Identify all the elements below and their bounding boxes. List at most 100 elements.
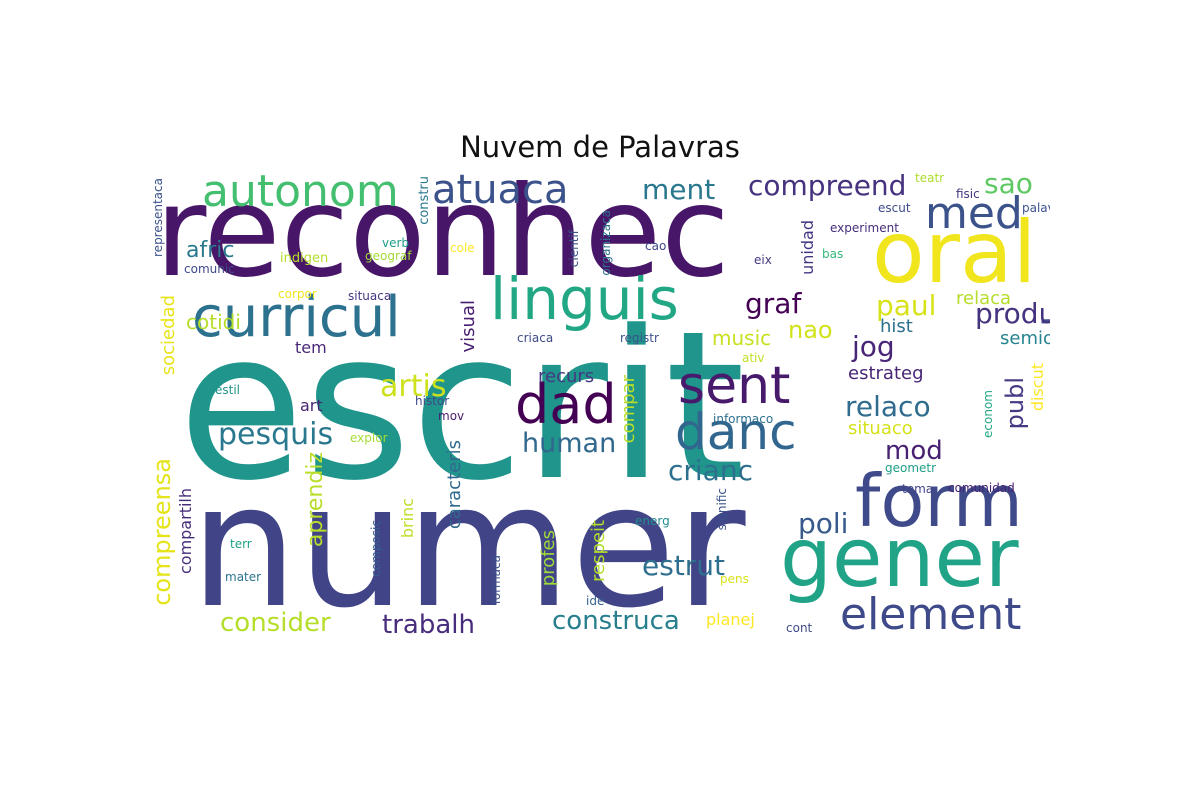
cloud-word: fisic bbox=[956, 187, 980, 201]
cloud-word: planej bbox=[706, 610, 755, 629]
cloud-word: criaca bbox=[517, 331, 554, 345]
cloud-word: corpor bbox=[278, 287, 317, 301]
cloud-word: pesquis bbox=[218, 417, 334, 452]
cloud-word: relaca bbox=[956, 288, 1012, 309]
cloud-word: paul bbox=[876, 289, 937, 322]
cloud-word: produz bbox=[975, 297, 1050, 330]
cloud-word: sociedad bbox=[158, 295, 179, 376]
cloud-word: compartilh bbox=[176, 488, 195, 575]
cloud-word: sent bbox=[678, 356, 791, 416]
cloud-word: music bbox=[712, 326, 772, 350]
cloud-word: hist bbox=[880, 316, 913, 337]
cloud-word: energ bbox=[635, 514, 670, 528]
cloud-word: afric bbox=[186, 238, 235, 263]
cloud-word: palavr bbox=[1022, 201, 1050, 215]
cloud-word: cont bbox=[786, 621, 813, 635]
cloud-word: estrateg bbox=[848, 363, 924, 384]
cloud-word: atuaca bbox=[432, 170, 569, 213]
cloud-word: cao bbox=[645, 239, 667, 253]
cloud-word: tema bbox=[902, 482, 934, 496]
cloud-word: mod bbox=[885, 436, 943, 466]
cloud-word: cientif bbox=[567, 230, 581, 268]
cloud-word: indigen bbox=[280, 251, 329, 266]
cloud-word: escrit bbox=[178, 288, 746, 526]
cloud-word: pens bbox=[720, 572, 749, 586]
cloud-word: autonom bbox=[202, 170, 399, 217]
cloud-word: art bbox=[300, 396, 323, 415]
cloud-word: constru bbox=[417, 176, 432, 225]
cloud-word: compreensa bbox=[150, 458, 176, 606]
cloud-word: numer bbox=[190, 448, 746, 640]
cloud-word: cotidi bbox=[186, 310, 241, 334]
cloud-word: brinc bbox=[398, 498, 417, 539]
cloud-word: oral bbox=[872, 203, 1037, 303]
cloud-word: comunic bbox=[184, 262, 235, 276]
cloud-word: curricul bbox=[192, 285, 401, 350]
cloud-word: formaca bbox=[489, 555, 503, 605]
cloud-word: dad bbox=[515, 373, 617, 436]
cloud-word: registr bbox=[620, 331, 659, 345]
cloud-word: construca bbox=[552, 606, 680, 636]
cloud-word: informaco bbox=[713, 412, 774, 426]
cloud-word: eix bbox=[754, 253, 772, 267]
cloud-word: ide bbox=[586, 594, 605, 608]
cloud-word: mov bbox=[438, 409, 465, 423]
cloud-word: linguis bbox=[490, 265, 679, 333]
cloud-word: composic bbox=[369, 520, 383, 577]
cloud-word: respeit bbox=[588, 520, 609, 583]
cloud-word: teatr bbox=[915, 171, 945, 185]
cloud-word: geograf bbox=[365, 249, 412, 263]
cloud-word: element bbox=[840, 589, 1022, 640]
word-cloud: escrit numer reconhec oral gener form curricul… bbox=[150, 170, 1050, 640]
cloud-word: discut bbox=[1028, 363, 1047, 412]
cloud-word: situaco bbox=[848, 418, 913, 439]
cloud-word: ment bbox=[642, 173, 716, 206]
cloud-word: poli bbox=[798, 507, 849, 540]
cloud-word: unidad bbox=[798, 220, 817, 275]
cloud-word: recurs bbox=[538, 366, 595, 387]
cloud-word: compreend bbox=[748, 170, 907, 202]
cloud-word: med bbox=[925, 188, 1023, 239]
cloud-word: relaco bbox=[845, 390, 931, 423]
cloud-word: gener bbox=[780, 511, 1019, 606]
cloud-word: artis bbox=[380, 369, 447, 404]
cloud-word: verb bbox=[382, 236, 410, 250]
cloud-word: danc bbox=[675, 403, 797, 461]
cloud-word: compar bbox=[618, 375, 639, 444]
cloud-word: signific bbox=[715, 488, 729, 531]
cloud-word: publ bbox=[1001, 377, 1029, 430]
cloud-word: visual bbox=[458, 300, 479, 353]
cloud-word: histor bbox=[415, 394, 450, 408]
cloud-word: semio bbox=[1000, 328, 1050, 349]
cloud-word: experiment bbox=[830, 221, 899, 235]
cloud-word: geometr bbox=[885, 461, 937, 475]
cloud-word: estil bbox=[215, 383, 241, 397]
cloud-word: mater bbox=[225, 570, 262, 584]
cloud-word: econom bbox=[981, 390, 995, 438]
cloud-word: tem bbox=[295, 338, 327, 357]
cloud-word: form bbox=[855, 459, 1023, 543]
cloud-word: trabalh bbox=[382, 610, 475, 640]
cloud-word: ativ bbox=[742, 351, 765, 365]
cloud-word: sao bbox=[984, 170, 1033, 200]
cloud-word: explor bbox=[350, 431, 388, 445]
cloud-word: graf bbox=[745, 287, 802, 320]
cloud-word: organizaca bbox=[599, 210, 613, 276]
cloud-word: human bbox=[522, 428, 617, 459]
cloud-word: comunidad bbox=[948, 481, 1015, 495]
cloud-word: cole bbox=[450, 241, 475, 255]
cloud-word: terr bbox=[230, 537, 252, 551]
cloud-word: jog bbox=[852, 330, 895, 363]
cloud-word: estrut bbox=[642, 549, 726, 582]
chart-title: Nuvem de Palavras bbox=[460, 130, 740, 164]
cloud-word: profes bbox=[538, 530, 559, 587]
cloud-word: crianc bbox=[668, 454, 753, 487]
cloud-word: escut bbox=[878, 201, 911, 215]
cloud-word: bas bbox=[822, 247, 844, 261]
cloud-word: representaca bbox=[151, 178, 165, 257]
cloud-word: caracteris bbox=[444, 440, 465, 530]
cloud-word: situaca bbox=[348, 289, 392, 303]
cloud-word: aprendiz bbox=[303, 452, 328, 548]
cloud-word: consider bbox=[220, 608, 331, 638]
